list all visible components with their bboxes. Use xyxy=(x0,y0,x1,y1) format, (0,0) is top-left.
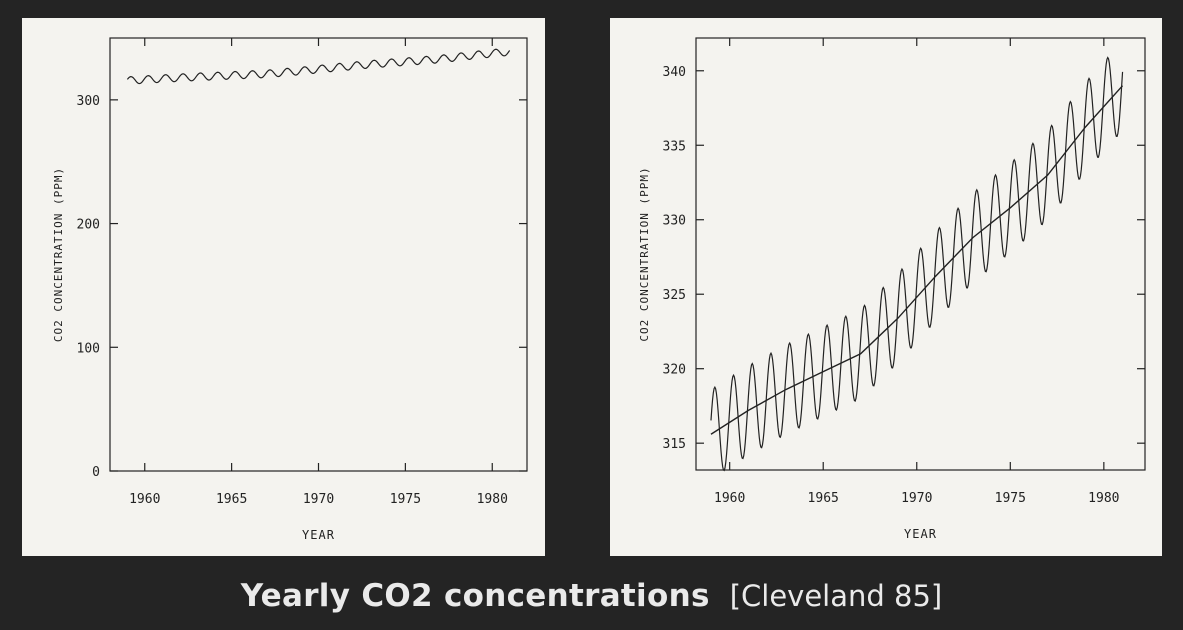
x-tick-label: 1965 xyxy=(808,491,839,506)
caption-title: Yearly CO2 concentrations xyxy=(240,578,710,614)
x-tick-label: 1960 xyxy=(714,491,745,506)
y-tick-label: 330 xyxy=(663,214,686,229)
co2-chart-full-scale: 1960 1965 1970 1975 1980 0 100 200 300 YEAR CO2 CO… xyxy=(52,37,528,542)
slide-caption: Yearly CO2 concentrations [Cleveland 85] xyxy=(0,578,1183,614)
co2-chart-zoomed-scale: 1960 1965 1970 1975 1980 315 320 325 330 335 340 YE… xyxy=(638,37,1146,541)
x-axis-label: YEAR xyxy=(302,528,335,542)
plot-frame xyxy=(109,37,528,472)
x-tick-label: 1960 xyxy=(129,492,160,507)
x-tick-label: 1965 xyxy=(216,492,247,507)
right-chart-panel: 1960 1965 1970 1975 1980 315 320 325 330 335 340 YE… xyxy=(610,18,1162,556)
caption-citation: [Cleveland 85] xyxy=(729,579,943,613)
plot-frame xyxy=(695,37,1146,471)
x-tick-label: 1975 xyxy=(390,492,421,507)
y-tick-label: 200 xyxy=(77,218,100,233)
y-axis-label: CO2 CONCENTRATION (PPM) xyxy=(638,166,651,341)
x-tick-label: 1975 xyxy=(995,491,1026,506)
y-tick-label: 325 xyxy=(663,288,686,303)
left-chart-panel: 1960 1965 1970 1975 1980 0 100 200 300 YEAR CO2 CO… xyxy=(22,18,545,556)
x-tick-label: 1980 xyxy=(477,492,508,507)
co2-monthly-series-line xyxy=(126,48,511,85)
y-tick-label: 0 xyxy=(92,465,100,480)
co2-trend-series-line xyxy=(710,85,1124,435)
y-axis-label: CO2 CONCENTRATION (PPM) xyxy=(52,167,65,342)
x-tick-label: 1980 xyxy=(1088,491,1119,506)
x-tick-label: 1970 xyxy=(303,492,334,507)
x-tick-label: 1970 xyxy=(901,491,932,506)
y-tick-label: 335 xyxy=(663,139,686,154)
y-tick-label: 320 xyxy=(663,363,686,378)
co2-monthly-series-line xyxy=(710,56,1124,472)
x-axis-label: YEAR xyxy=(904,527,937,541)
y-tick-label: 300 xyxy=(77,94,100,109)
y-tick-label: 315 xyxy=(663,437,686,452)
y-tick-label: 100 xyxy=(77,341,100,356)
y-tick-label: 340 xyxy=(663,65,686,80)
